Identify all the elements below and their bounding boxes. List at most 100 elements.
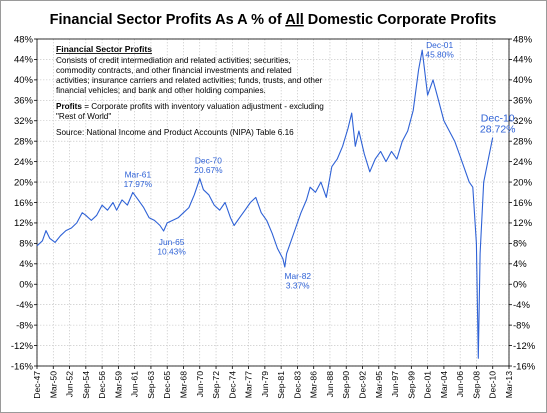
x-tick-label: Sep-63 — [146, 371, 156, 399]
y-tick-label-left: 44% — [14, 55, 34, 66]
x-tick-label: Jun-70 — [195, 371, 205, 397]
y-tick-label-left: 40% — [14, 75, 34, 86]
y-tick-label-left: 20% — [14, 177, 34, 188]
legend-profits-line: Profits = Corporate profits with invento… — [56, 102, 324, 111]
y-tick-label-right: 0% — [513, 280, 527, 291]
x-tick-label: Jun-61 — [130, 371, 140, 397]
annotation-value: 28.72% — [480, 124, 516, 136]
annotation-value: 17.97% — [124, 179, 153, 189]
y-tick-label-left: -4% — [16, 300, 33, 311]
x-tick-label: Sep-08 — [471, 371, 481, 399]
x-tick-label: Jun-06 — [455, 371, 465, 397]
x-tick-label: Jun-97 — [390, 371, 400, 397]
y-tick-label-right: 4% — [513, 259, 527, 270]
x-tick-label: Mar-59 — [113, 371, 123, 398]
x-tick-label: Dec-74 — [227, 371, 237, 399]
x-tick-label: Jun-79 — [260, 371, 270, 397]
chart-title: Financial Sector Profits As A % of All D… — [50, 12, 497, 28]
y-tick-label-right: -12% — [513, 341, 536, 352]
legend-profits-line-2: "Rest of World" — [56, 112, 111, 121]
x-tick-label: Dec-56 — [97, 371, 107, 399]
y-tick-label-right: 32% — [513, 116, 533, 127]
legend-line-3: activities; insurance carriers and relat… — [56, 76, 322, 85]
y-tick-label-left: 28% — [14, 136, 34, 147]
title-part-3: Domestic Corporate Profits — [304, 12, 497, 28]
y-tick-label-left: -16% — [11, 361, 34, 372]
x-tick-label: Mar-86 — [309, 371, 319, 398]
legend-heading: Financial Sector Profits — [56, 44, 152, 54]
series-line — [36, 49, 494, 359]
annotation-date: Dec-70 — [195, 156, 222, 166]
x-tick-label: Mar-77 — [244, 371, 254, 398]
legend-line-4: financial vehicles; and bank and other h… — [56, 86, 266, 95]
annotation-label: Mar-823.37% — [284, 271, 311, 291]
y-tick-label-left: 12% — [14, 218, 34, 229]
annotation-value: 3.37% — [286, 281, 310, 291]
y-tick-label-right: 24% — [513, 157, 533, 168]
legend-profits-text: = Corporate profits with inventory valua… — [82, 102, 324, 111]
y-tick-label-left: 16% — [14, 198, 34, 209]
y-tick-label-left: 32% — [14, 116, 34, 127]
x-tick-label: Sep-81 — [276, 371, 286, 399]
y-tick-label-right: 44% — [513, 55, 533, 66]
x-tick-label: Dec-01 — [423, 371, 433, 399]
y-axis-right-ticks: -16% -12% -8% -4% 0% 4% 8% 12% 16% 20% 24% 28% 32% 36… — [513, 34, 536, 372]
x-tick-label: Dec-47 — [32, 371, 42, 399]
x-tick-label: Jun-88 — [325, 371, 335, 397]
x-tick-label: Sep-99 — [406, 371, 416, 399]
legend-profits-label: Profits — [56, 102, 82, 111]
x-tick-label: Jun-52 — [65, 371, 75, 397]
x-tick-label: Sep-72 — [211, 371, 221, 399]
y-axis-left-ticks: -16% -12% -8% -4% 0% 4% 8% 12% 16% 20% 24% 28% 32% 36… — [11, 34, 34, 372]
annotation-date: Dec-01 — [426, 40, 453, 50]
y-tick-label-right: -16% — [513, 361, 536, 372]
legend-source: Source: National Income and Product Acco… — [56, 128, 294, 137]
title-part-1: Financial Sector Profits As A % of — [50, 12, 286, 28]
plot-area-border — [36, 38, 510, 367]
y-tick-label-right: 40% — [513, 75, 533, 86]
legend-line-1: Consists of credit intermediation and re… — [56, 56, 291, 65]
y-tick-label-left: -8% — [16, 320, 33, 331]
annotation-date: Mar-61 — [125, 169, 152, 179]
legend-line-2: commodity contracts, and other financial… — [56, 66, 292, 75]
x-tick-label: Sep-54 — [81, 371, 91, 399]
y-tick-label-right: 8% — [513, 239, 527, 250]
y-tick-label-left: 24% — [14, 157, 34, 168]
annotation-value: 20.67% — [194, 165, 223, 175]
x-tick-label: Dec-10 — [488, 371, 498, 399]
y-tick-label-right: 20% — [513, 177, 533, 188]
series-layer — [36, 49, 494, 359]
y-tick-label-right: -8% — [513, 320, 530, 331]
axes — [34, 38, 512, 369]
y-tick-label-right: 36% — [513, 96, 533, 107]
x-tick-label: Mar-50 — [48, 371, 58, 398]
y-tick-label-left: 0% — [19, 280, 33, 291]
title-part-all: All — [285, 12, 304, 28]
x-tick-label: Mar-68 — [178, 371, 188, 398]
annotation-value: 10.43% — [157, 246, 186, 256]
y-tick-label-left: 48% — [14, 34, 34, 45]
x-tick-label: Dec-92 — [358, 371, 368, 399]
y-tick-label-right: 16% — [513, 198, 533, 209]
x-tick-label: Dec-65 — [162, 371, 172, 399]
x-tick-label: Mar-13 — [504, 371, 514, 398]
y-tick-label-left: -12% — [11, 341, 34, 352]
x-axis-ticks: Dec-47 Mar-50 Jun-52 Sep-54 Dec-56 Mar-59 Jun-… — [32, 371, 514, 399]
y-tick-label-right: 48% — [513, 34, 533, 45]
y-tick-label-left: 4% — [19, 259, 33, 270]
annotation-date: Dec-10 — [481, 113, 515, 125]
x-tick-label: Mar-95 — [374, 371, 384, 398]
y-tick-label-left: 36% — [14, 96, 34, 107]
y-tick-label-right: 12% — [513, 218, 533, 229]
y-tick-label-right: -4% — [513, 300, 530, 311]
annotation-date: Jun-65 — [159, 237, 185, 247]
annotation-date: Mar-82 — [284, 271, 311, 281]
